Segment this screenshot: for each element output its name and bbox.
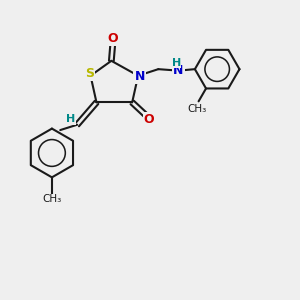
Text: CH₃: CH₃ bbox=[188, 104, 207, 114]
Text: CH₃: CH₃ bbox=[42, 194, 62, 204]
Text: S: S bbox=[85, 68, 94, 80]
Text: H: H bbox=[66, 114, 75, 124]
Text: O: O bbox=[107, 32, 118, 45]
Text: N: N bbox=[173, 64, 184, 77]
Text: O: O bbox=[144, 113, 154, 126]
Text: N: N bbox=[134, 70, 145, 83]
Text: H: H bbox=[172, 58, 181, 68]
